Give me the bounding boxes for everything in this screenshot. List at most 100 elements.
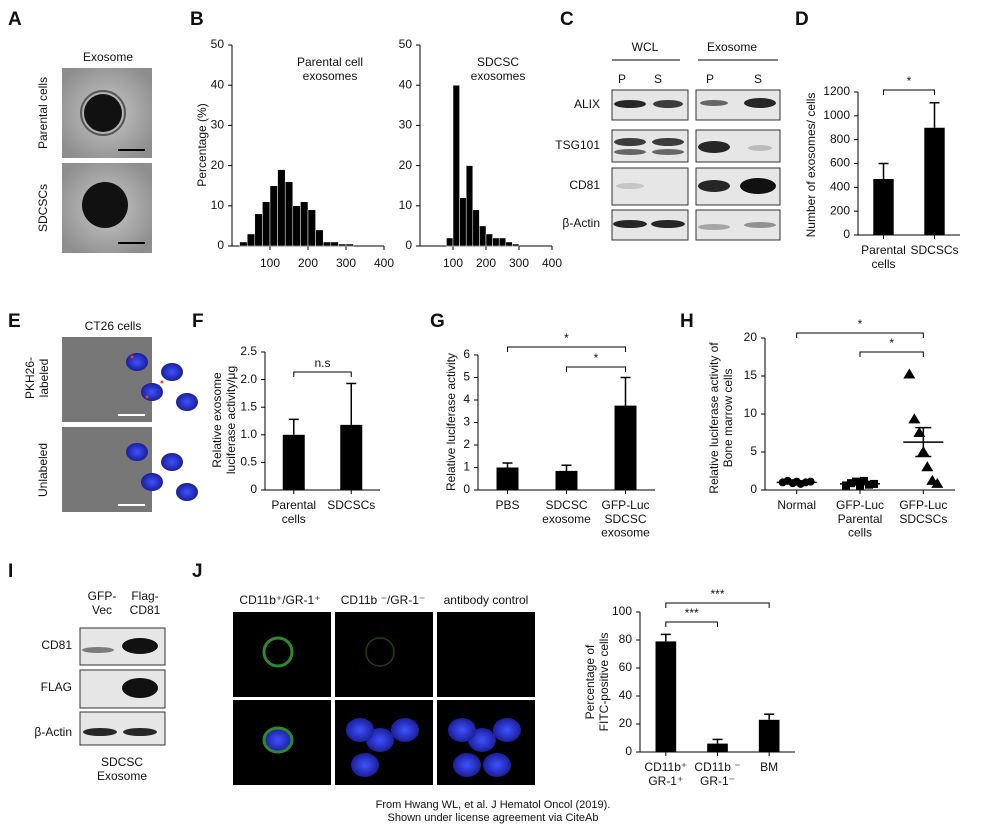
point bbox=[913, 427, 926, 437]
footer: From Hwang WL, et al. J Hematol Oncol (2… bbox=[376, 799, 611, 811]
x-tick-label: GFP-Luc Parental cells bbox=[836, 498, 884, 540]
y-tick-label: 200 bbox=[830, 203, 850, 217]
y-tick-label: 50 bbox=[399, 37, 413, 51]
blot-frame bbox=[611, 167, 689, 206]
x-tick-label: Normal bbox=[777, 498, 816, 512]
bar bbox=[555, 470, 578, 490]
y-tick-label: 5 bbox=[463, 370, 470, 384]
blot-frame bbox=[611, 129, 689, 163]
y-tick-label: 10 bbox=[399, 198, 413, 212]
nucleus bbox=[126, 353, 148, 371]
y-tick-label: 60 bbox=[619, 660, 633, 674]
point bbox=[865, 480, 873, 489]
histogram-bar bbox=[472, 209, 480, 247]
blot-band bbox=[653, 100, 683, 108]
point bbox=[903, 368, 916, 379]
lane-label: P bbox=[618, 72, 626, 86]
y-tick-label: 20 bbox=[399, 158, 413, 172]
significance-label: *** bbox=[685, 606, 699, 620]
histogram-bar bbox=[479, 225, 487, 247]
blot-band bbox=[698, 180, 730, 192]
lane-label: P bbox=[706, 72, 714, 86]
histogram-bar bbox=[512, 243, 520, 247]
point bbox=[842, 481, 850, 490]
significance-bracket bbox=[665, 602, 770, 608]
image-bg bbox=[335, 612, 433, 697]
em-image bbox=[62, 68, 152, 253]
blot-frame bbox=[695, 209, 781, 241]
histogram-bar bbox=[498, 237, 507, 247]
y-tick-label: 40 bbox=[399, 77, 413, 91]
panel-label: I bbox=[8, 561, 13, 582]
point bbox=[806, 477, 815, 486]
y-tick-label: 0 bbox=[750, 482, 757, 496]
x-tick-label: SDCSCs bbox=[327, 498, 375, 512]
point bbox=[847, 479, 855, 488]
histogram-bar bbox=[452, 84, 460, 247]
histogram-bar bbox=[277, 169, 286, 247]
blot-band bbox=[83, 728, 117, 736]
blot-band bbox=[616, 183, 644, 189]
y-tick-label: 0 bbox=[843, 227, 850, 241]
lane-label: S bbox=[754, 72, 762, 86]
nucleus bbox=[126, 443, 148, 461]
column-label: CD11b⁺/GR-1⁺ bbox=[239, 593, 320, 607]
histogram-bar bbox=[505, 241, 513, 247]
y-tick-label: 30 bbox=[399, 118, 413, 132]
point bbox=[921, 461, 934, 472]
nucleus bbox=[161, 363, 183, 381]
histogram-bar bbox=[254, 213, 263, 247]
blot-band bbox=[122, 638, 158, 654]
x-tick-label: 300 bbox=[336, 256, 356, 270]
significance-label: *** bbox=[710, 587, 724, 601]
nucleus bbox=[453, 753, 481, 777]
blot-band bbox=[698, 224, 730, 230]
y-axis-label: Relative luciferase activity ofBone marr… bbox=[707, 342, 735, 494]
panel-label: C bbox=[560, 9, 574, 30]
lane-label: Flag-CD81 bbox=[130, 589, 161, 617]
y-tick-label: 40 bbox=[211, 77, 225, 91]
significance-bracket bbox=[883, 89, 935, 95]
nucleus bbox=[176, 393, 198, 411]
y-tick-label: 1.0 bbox=[240, 427, 257, 441]
histogram-bar bbox=[465, 165, 474, 247]
y-tick-label: 4 bbox=[463, 392, 470, 406]
nucleus bbox=[351, 753, 379, 777]
blot-band bbox=[614, 149, 646, 155]
significance-label: n.s bbox=[314, 356, 330, 370]
significance-label: * bbox=[564, 331, 569, 345]
histogram-bar bbox=[292, 205, 301, 247]
panel-title: CT26 cells bbox=[85, 319, 142, 333]
y-axis-label: Relative luciferase activity bbox=[444, 353, 458, 491]
column-label: CD11b ⁻/GR-1⁻ bbox=[341, 593, 425, 607]
blot-band bbox=[698, 141, 730, 153]
histogram-bar bbox=[315, 229, 324, 247]
blot-band bbox=[748, 145, 772, 151]
bar bbox=[614, 405, 637, 490]
x-tick-label: Parental cells bbox=[861, 243, 906, 271]
panel-label: J bbox=[192, 561, 203, 582]
row-label: TSG101 bbox=[555, 138, 600, 152]
significance-bracket bbox=[665, 621, 718, 627]
blot-band bbox=[613, 220, 647, 228]
row-label: ALIX bbox=[574, 97, 600, 111]
histogram-bar bbox=[269, 185, 278, 247]
bar bbox=[655, 641, 677, 752]
histogram-bar bbox=[492, 237, 500, 247]
nucleus bbox=[176, 483, 198, 501]
y-tick-label: 2 bbox=[463, 437, 470, 451]
x-tick-label: 100 bbox=[443, 256, 463, 270]
panel-label: A bbox=[8, 9, 22, 30]
caption: SDCSC Exosome bbox=[97, 755, 147, 783]
y-tick-label: 10 bbox=[211, 198, 225, 212]
row-label: PKH26-labeled bbox=[23, 357, 51, 399]
x-tick-label: CD11b ⁻ GR-1⁻ bbox=[694, 760, 740, 788]
blot-band bbox=[82, 647, 114, 653]
y-axis-label: Percentage ofFITC-positive cells bbox=[583, 633, 611, 732]
point bbox=[931, 477, 944, 488]
significance-bracket bbox=[507, 346, 626, 352]
panel-label: G bbox=[430, 311, 445, 332]
nucleus bbox=[391, 718, 419, 742]
significance-bracket bbox=[796, 332, 924, 338]
